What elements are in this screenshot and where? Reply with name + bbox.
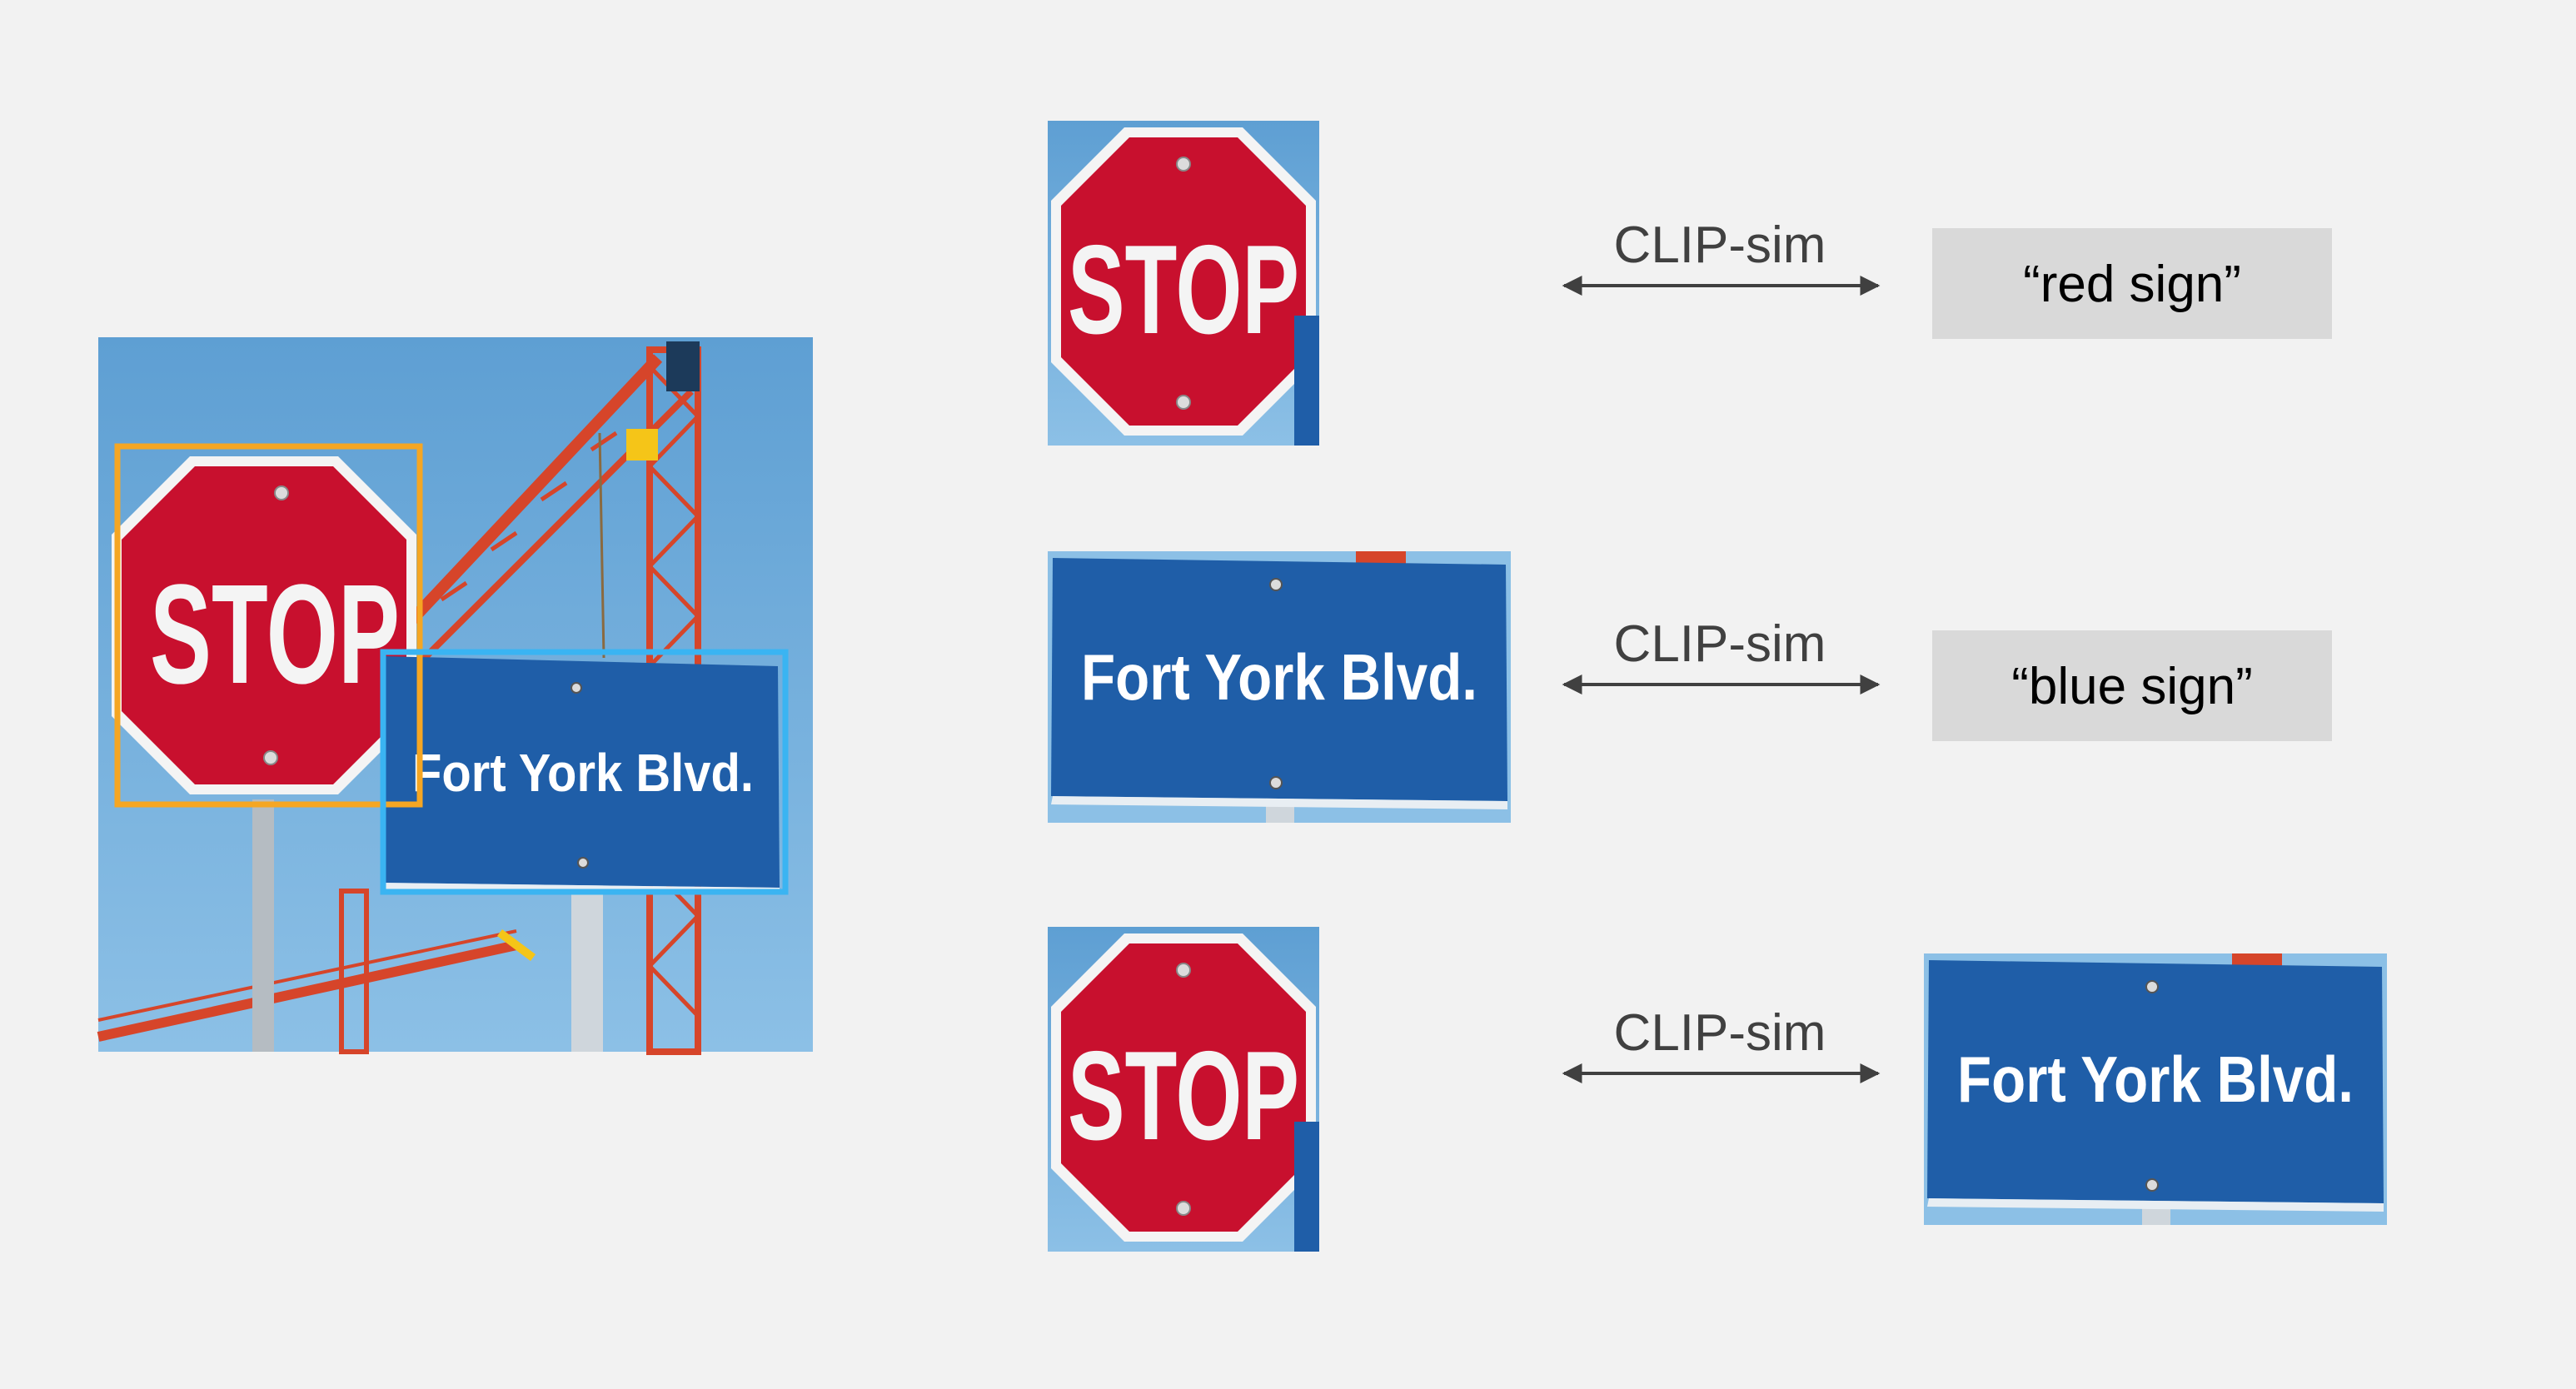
crop-street-label-1: Fort York Blvd. bbox=[1081, 640, 1477, 714]
text-query-box-1 bbox=[1932, 228, 2332, 339]
crop-stop-label-2: STOP bbox=[1068, 1025, 1299, 1167]
crop-street-label-2: Fort York Blvd. bbox=[1957, 1043, 2354, 1116]
stop-sign-pole bbox=[252, 799, 274, 1052]
clip-sim-label-2: CLIP-sim bbox=[1614, 615, 1826, 673]
clip-sim-label-3: CLIP-sim bbox=[1614, 1004, 1826, 1062]
scene-stop-sign-icon bbox=[112, 456, 416, 794]
crane-counterweight bbox=[626, 429, 658, 461]
scene-stop-label: STOP bbox=[150, 555, 400, 714]
text-query-label-1: “red sign” bbox=[2023, 256, 2241, 313]
text-query-label-2: “blue sign” bbox=[2011, 658, 2252, 715]
scene-image: STOP Fort York Blvd. bbox=[97, 337, 813, 1055]
pair-row-3: STOP CLIP-sim Fort York Blvd. bbox=[1048, 927, 2387, 1252]
clip-sim-label-1: CLIP-sim bbox=[1614, 217, 1826, 274]
crop-stop-label-1: STOP bbox=[1068, 219, 1299, 361]
street-sign-pole bbox=[571, 874, 603, 1052]
pair-row-1: STOP CLIP-sim “red sign” bbox=[1048, 121, 2332, 446]
stop-sign-bounding-box bbox=[114, 443, 423, 808]
text-query-box-2 bbox=[1932, 630, 2332, 741]
pair-row-2: Fort York Blvd. CLIP-sim “blue sign” bbox=[1048, 551, 2332, 823]
crane-cab bbox=[666, 341, 700, 391]
scene-street-label: Fort York Blvd. bbox=[412, 743, 754, 803]
street-sign-bounding-box bbox=[380, 649, 789, 895]
